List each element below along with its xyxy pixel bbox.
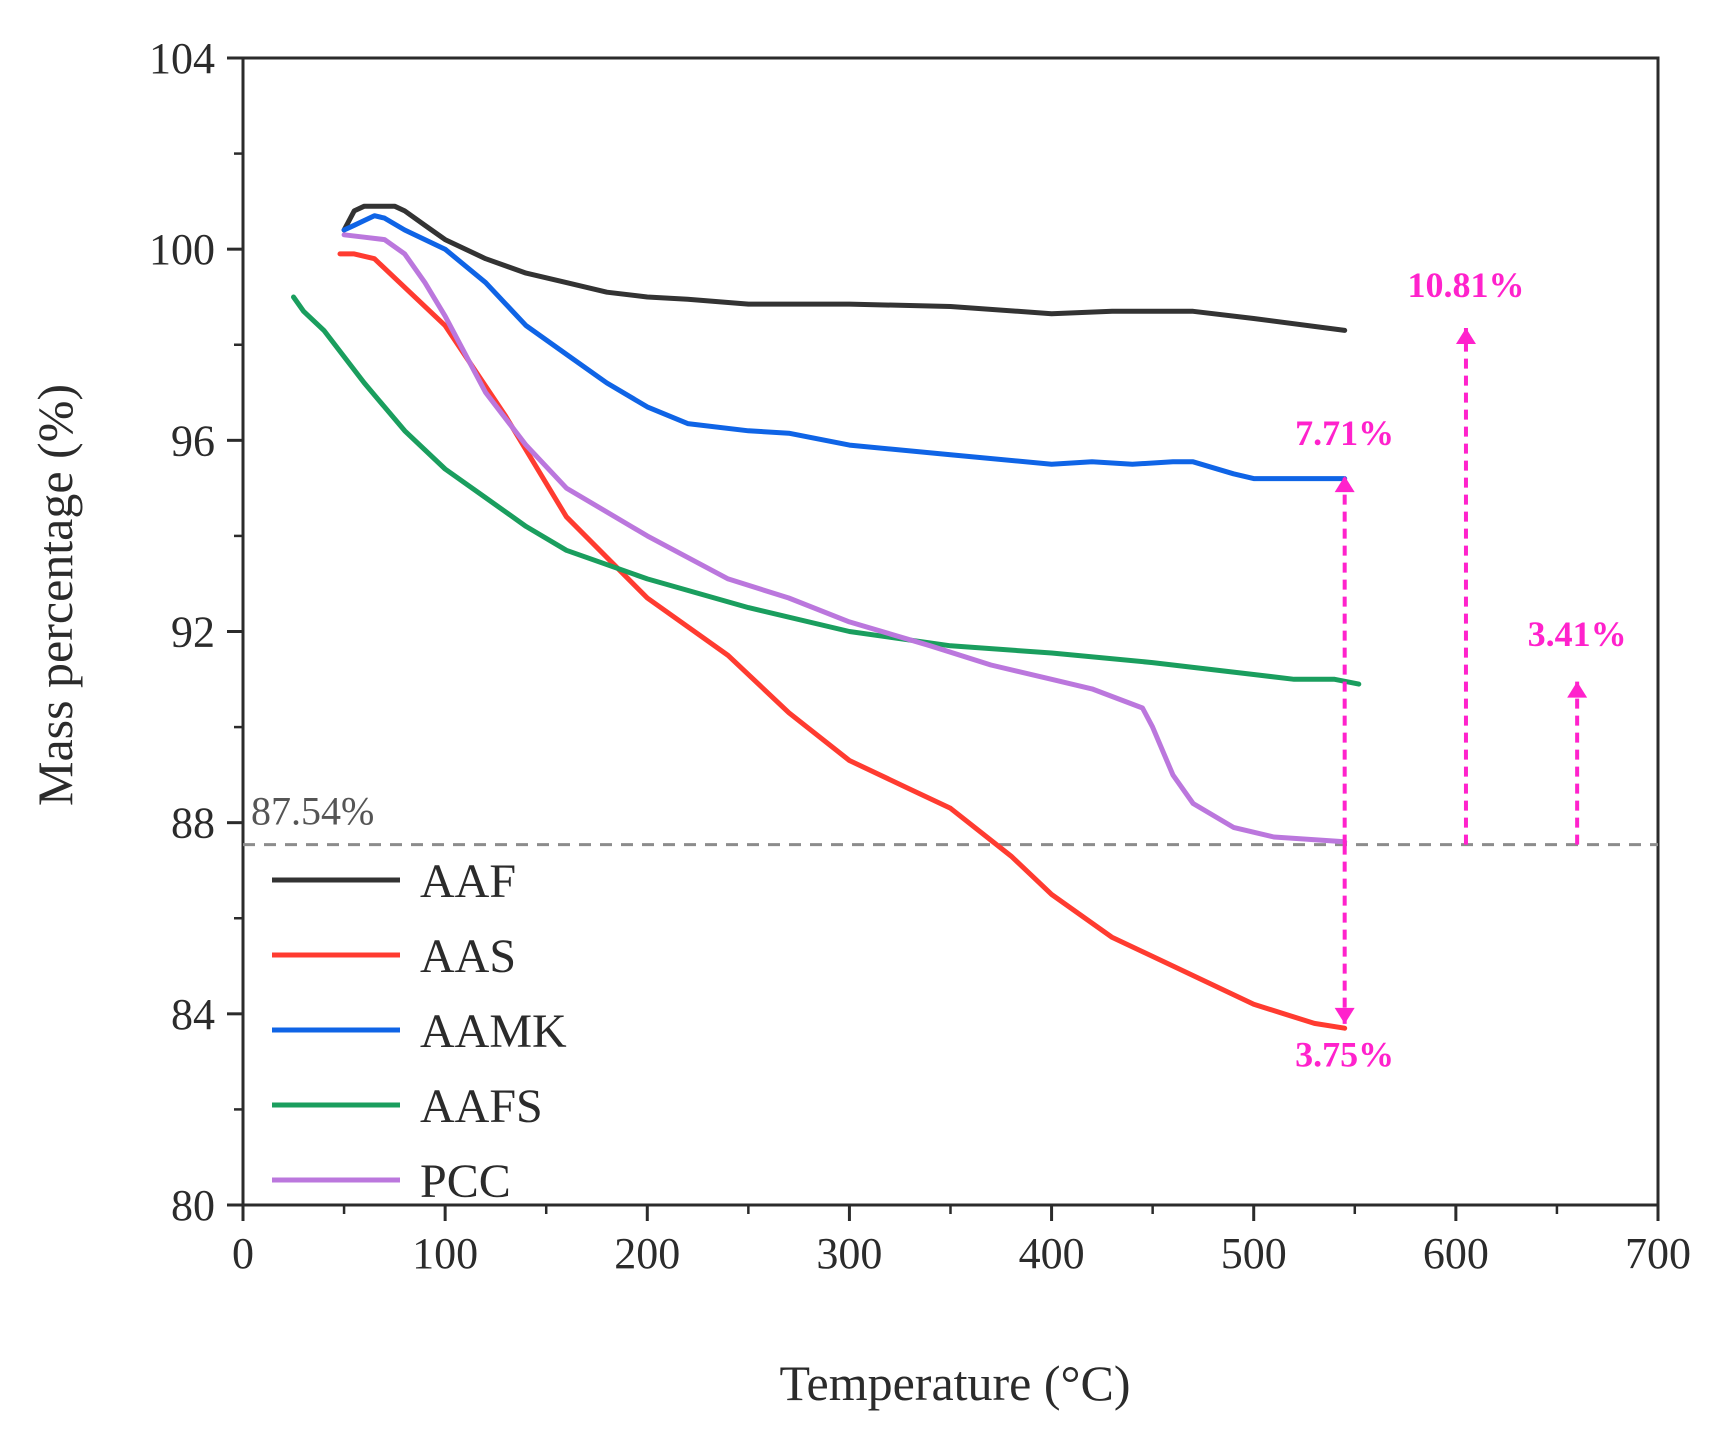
y-axis-title: Mass percentage (%) bbox=[27, 384, 83, 806]
series-layer bbox=[291, 203, 1362, 1031]
legend-label-aamk: AAMK bbox=[420, 1005, 567, 1058]
series-line-aamk bbox=[341, 213, 1348, 482]
x-tick-label: 400 bbox=[1019, 1229, 1085, 1278]
axis-ticks bbox=[227, 56, 1660, 1221]
legend-label-aaf: AAF bbox=[420, 855, 516, 908]
y-tick-label: 88 bbox=[171, 799, 215, 848]
x-tick-label: 500 bbox=[1221, 1229, 1287, 1278]
annotation-label: 3.75% bbox=[1295, 1034, 1394, 1074]
y-tick-label: 92 bbox=[171, 608, 215, 657]
y-tick-label: 84 bbox=[171, 990, 215, 1039]
y-tick-label: 80 bbox=[171, 1181, 215, 1230]
annotation-label: 3.41% bbox=[1528, 614, 1627, 654]
annotation-arrow-head bbox=[1567, 681, 1588, 698]
y-tick-label: 96 bbox=[171, 416, 215, 465]
x-tick-label: 200 bbox=[614, 1229, 680, 1278]
x-axis-title: Temperature (°C) bbox=[779, 1355, 1130, 1411]
annotation-label: 7.71% bbox=[1295, 413, 1394, 453]
x-tick-labels: 0 100 200 300 400 500 600 700 bbox=[232, 1229, 1691, 1278]
annotation-label: 10.81% bbox=[1407, 265, 1524, 305]
y-tick-label: 104 bbox=[149, 34, 215, 83]
x-tick-label: 700 bbox=[1625, 1229, 1691, 1278]
x-tick-label: 0 bbox=[232, 1229, 254, 1278]
legend-label-aas: AAS bbox=[420, 930, 516, 983]
series-line-aas bbox=[337, 251, 1348, 1031]
reference-line-layer: 87.54% bbox=[243, 789, 1658, 847]
x-tick-label: 100 bbox=[412, 1229, 478, 1278]
legend: AAF AAS AAMK AAFS PCC bbox=[272, 855, 567, 1208]
y-tick-label: 100 bbox=[149, 225, 215, 274]
x-tick-label: 600 bbox=[1423, 1229, 1489, 1278]
annotation-arrow-head bbox=[1334, 476, 1355, 493]
x-tick-label: 300 bbox=[816, 1229, 882, 1278]
reference-line-label: 87.54% bbox=[251, 789, 374, 834]
series-line-aaf bbox=[341, 203, 1348, 333]
y-tick-labels: 80 84 88 92 96 100 104 bbox=[149, 34, 215, 1230]
annotation-arrow-head bbox=[1334, 1007, 1355, 1024]
annotation-arrow-head bbox=[1455, 328, 1476, 345]
annotation-layer: 7.71% 3.75% 10.81% 3.41% bbox=[1295, 265, 1626, 1074]
legend-label-pcc: PCC bbox=[420, 1155, 511, 1208]
legend-label-aafs: AAFS bbox=[420, 1080, 543, 1133]
series-line-pcc bbox=[341, 232, 1348, 845]
series-line-aafs bbox=[291, 294, 1362, 687]
